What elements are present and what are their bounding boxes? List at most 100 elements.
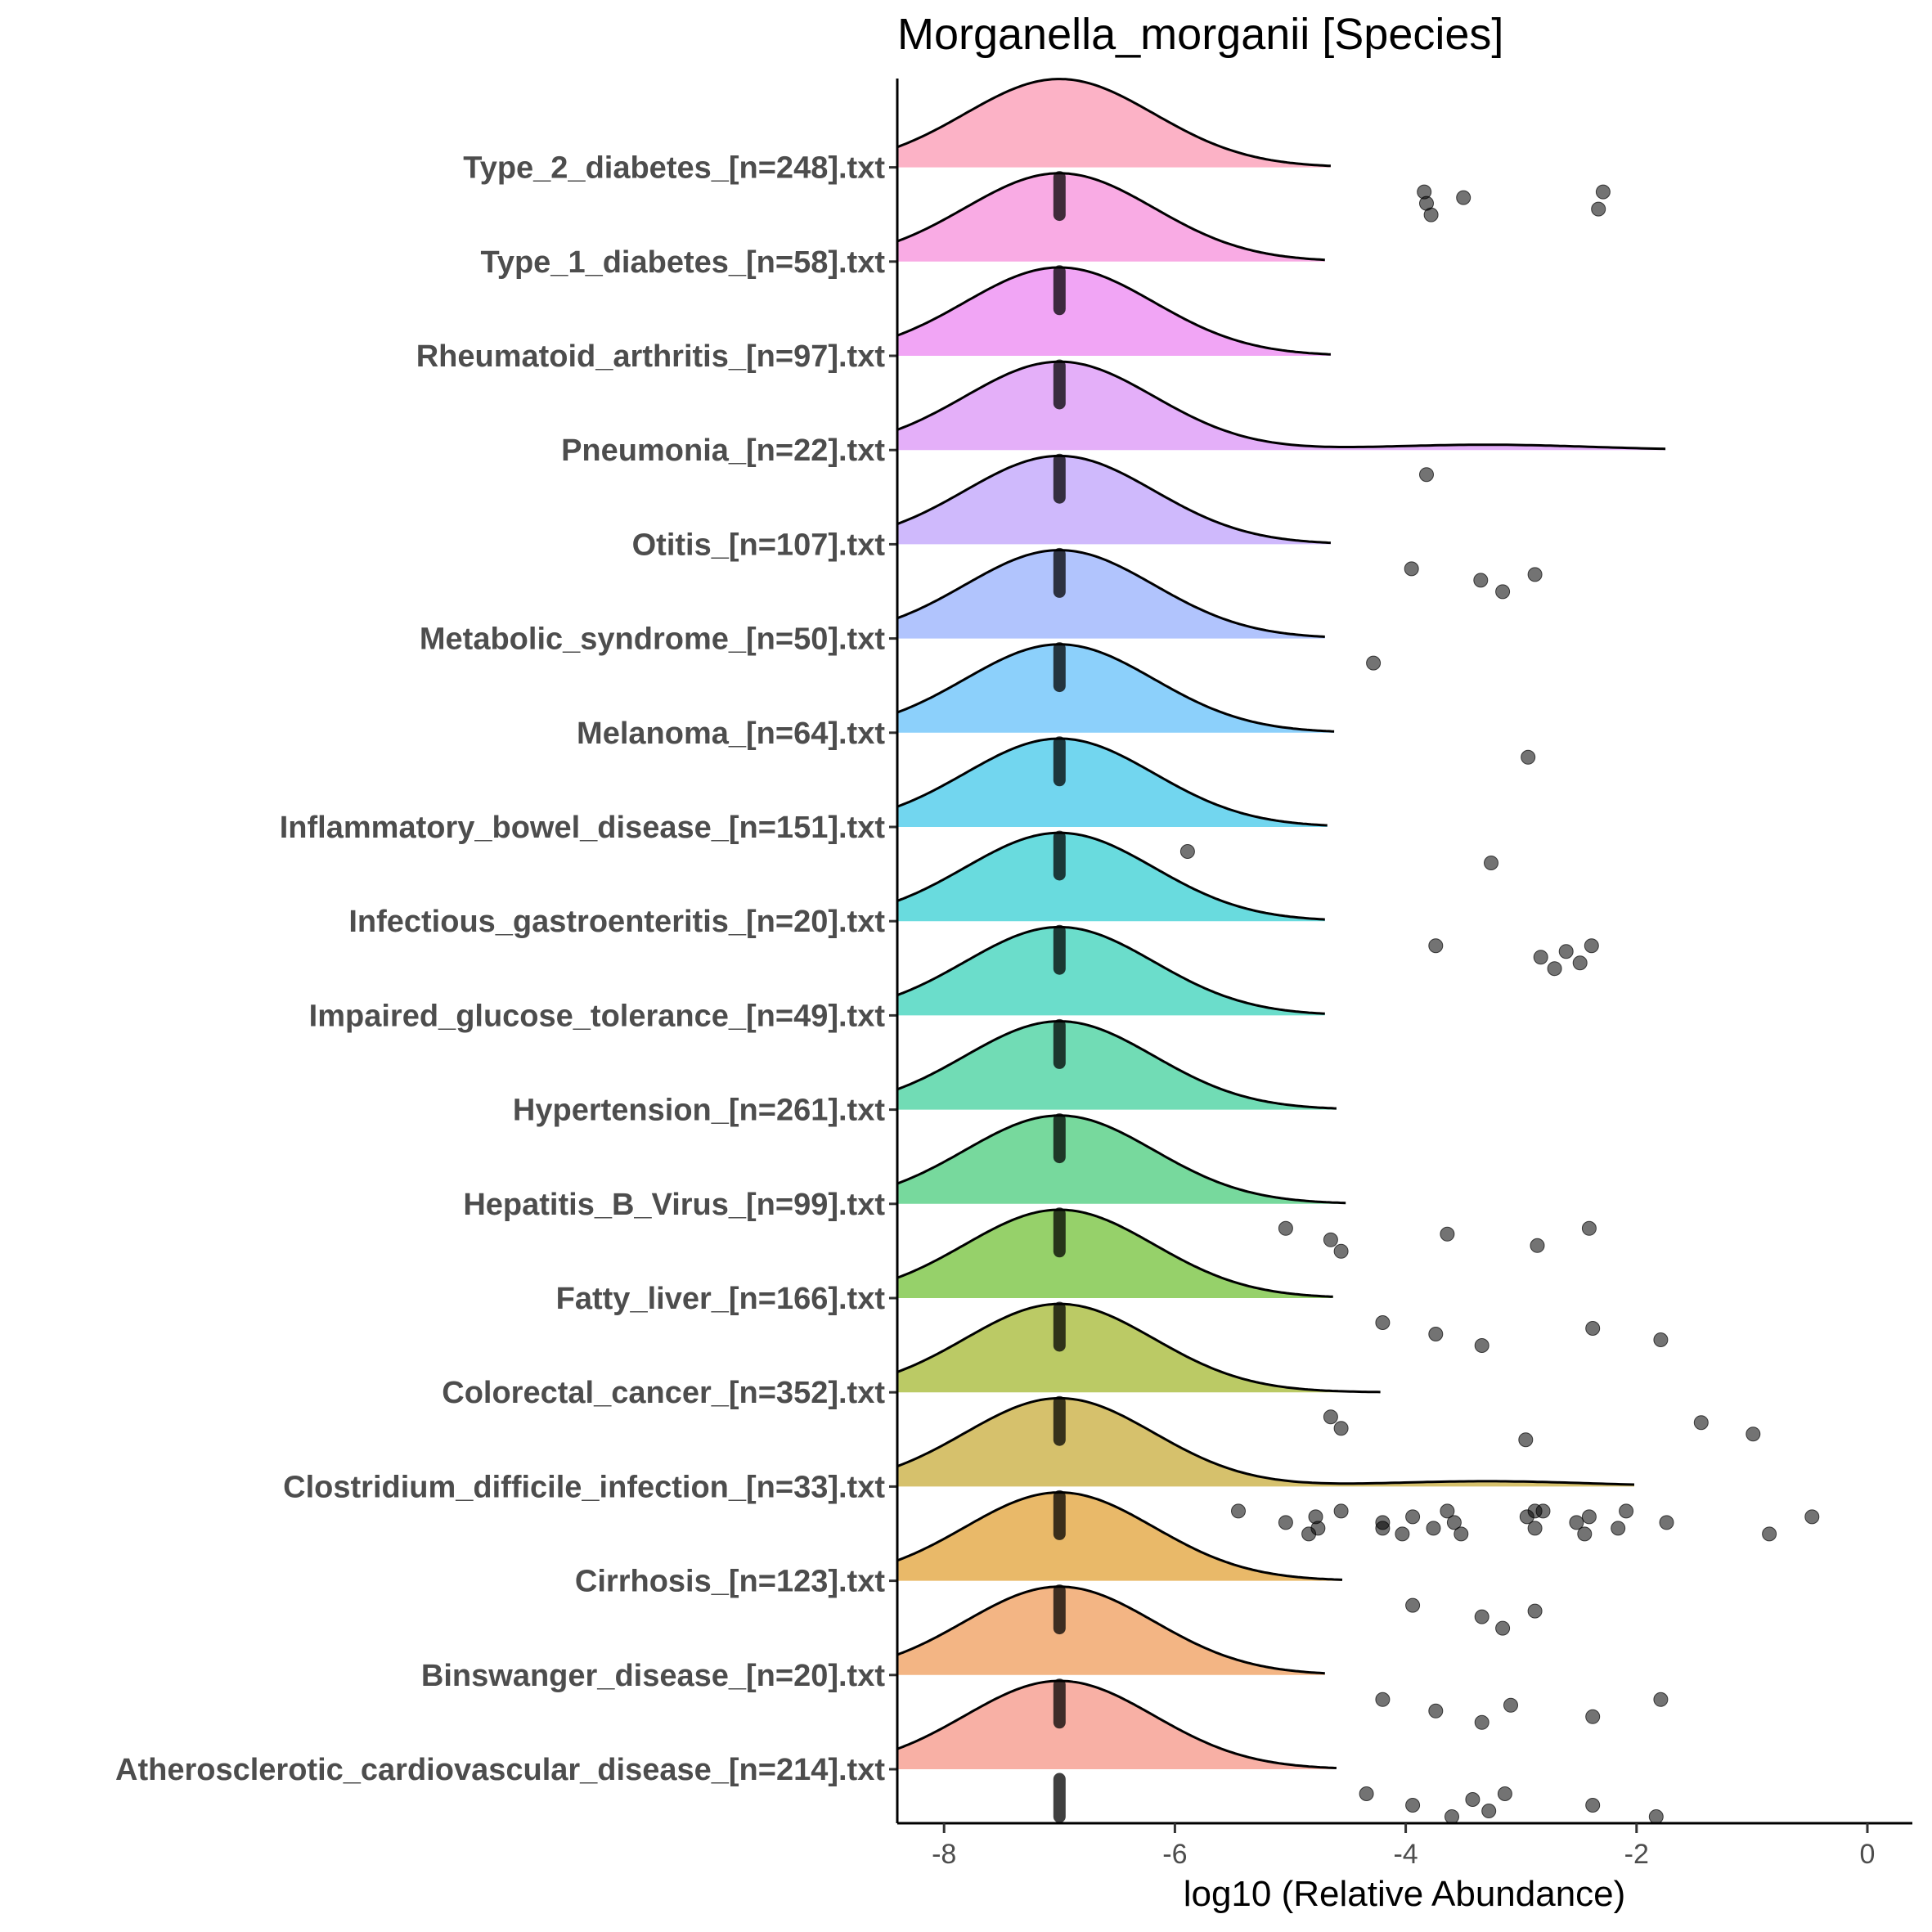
outlier-point [1577,1526,1593,1542]
outlier-point [1359,1786,1374,1801]
outlier-point [1333,1243,1349,1259]
outlier-point [1591,201,1606,217]
outlier-point [1446,1515,1462,1530]
y-tick-label: Infectious_gastroenteritis_[n=20].txt [348,905,885,939]
outlier-point [1495,584,1511,600]
y-tick-label: Atherosclerotic_cardiovascular_disease_[… [115,1753,885,1787]
outlier-point [1366,655,1382,671]
ridge-outline [897,266,1331,356]
outlier-point [1653,1332,1669,1347]
x-ticks-layer: -8 -6 -4 -2 0 [932,1823,1875,1870]
ridge-fill [897,1492,1342,1581]
ridge-outline [897,454,1331,545]
y-tick-label: Hepatitis_B_Virus_[n=99].txt [463,1188,885,1222]
ridge-outline [897,549,1325,638]
ridge-fill [897,1398,1634,1487]
y-tick-label: Fatty_liver_[n=166].txt [556,1282,886,1316]
outlier-point [1503,1697,1518,1713]
outlier-point [1473,573,1489,588]
x-tick-label: -6 [1162,1839,1187,1870]
outlier-point [1375,1315,1391,1330]
ridge-fill [897,833,1325,922]
outlier-point [1445,1809,1459,1824]
outlier-point [1474,1714,1489,1730]
x-tick-label: -4 [1393,1839,1418,1870]
outlier-point [1426,1521,1441,1536]
outlier-point [1465,1792,1480,1807]
ridge-fill [897,173,1325,262]
outlier-points-layer [1179,184,1820,1824]
outlier-point [1231,1503,1246,1519]
outlier-point [1585,1798,1601,1813]
y-tick-label: Impaired_glucose_tolerance_[n=49].txt [309,999,886,1033]
outlier-point [1558,944,1574,959]
outlier-point [1456,190,1471,205]
ridge-fill [897,1586,1325,1675]
outlier-point [1423,207,1439,222]
outlier-point [1278,1515,1293,1530]
outlier-point [1527,1503,1543,1519]
ridge-fill [897,1115,1346,1204]
ridge-outline [897,925,1325,1015]
outlier-point [1547,961,1562,977]
outlier-point [1533,950,1548,965]
outlier-point [1405,1798,1421,1813]
y-tick-label: Clostridium_difficile_infection_[n=33].t… [283,1470,885,1504]
outlier-point [1527,1603,1543,1619]
outlier-point [1375,1521,1391,1536]
ridge-outline [897,1679,1337,1769]
outlier-point [1395,1526,1410,1542]
outlier-point [1440,1226,1455,1242]
outlier-point [1619,1503,1634,1519]
x-tick-label: -8 [932,1839,956,1870]
outlier-point [1474,1609,1489,1624]
ridge-outline [897,172,1325,262]
ridge-outline [897,1585,1325,1675]
outlier-point [1428,1327,1444,1341]
outlier-point [1419,467,1434,483]
outlier-point [1521,749,1536,765]
ridge-fill [897,1304,1381,1393]
outlier-point [1375,1692,1391,1707]
x-tick-label: 0 [1860,1839,1876,1870]
outlier-point [1595,184,1611,200]
outlier-point [1179,844,1195,859]
y-tick-label: Pneumonia_[n=22].txt [561,434,885,468]
ridge-fill [897,644,1335,733]
ridge-fill [897,456,1331,545]
outlier-point [1474,1338,1489,1353]
ridge-fill [897,1681,1337,1769]
ridge-fill [897,1021,1337,1110]
outlier-point [1484,856,1498,870]
y-tick-label: Colorectal_cancer_[n=352].txt [442,1376,885,1410]
y-tick-label: Otitis_[n=107].txt [632,528,886,562]
ridge-fill [897,927,1325,1016]
y-tick-label: Rheumatoid_arthritis_[n=97].txt [416,339,886,374]
outlier-point [1453,1526,1469,1542]
outlier-point [1333,1421,1349,1436]
ridge-outline [897,1491,1343,1581]
outlier-point [1804,1509,1820,1525]
y-tick-label: Melanoma_[n=64].txt [577,717,885,751]
outlier-point [1428,1703,1444,1719]
outlier-point [1659,1515,1674,1530]
outlier-point [1323,1232,1338,1247]
y-tick-label: Metabolic_syndrome_[n=50].txt [420,622,885,657]
outlier-point [1404,561,1419,577]
outlier-point [1527,1521,1543,1536]
outlier-point [1746,1427,1761,1442]
ridge-fill [897,739,1328,827]
outlier-point [1581,1509,1597,1525]
ridge-outline [897,1208,1333,1298]
ridge-fill [897,267,1331,356]
ridge-fill [897,362,1666,451]
outlier-point [1310,1521,1326,1536]
outlier-point [1278,1220,1293,1236]
outlier-point [1405,1597,1421,1613]
ridge-outline [897,1302,1381,1394]
ridge-outline [897,643,1335,733]
ridge-outline [897,1114,1346,1205]
x-tick-label: -2 [1624,1839,1649,1870]
outlier-point [1428,938,1444,954]
